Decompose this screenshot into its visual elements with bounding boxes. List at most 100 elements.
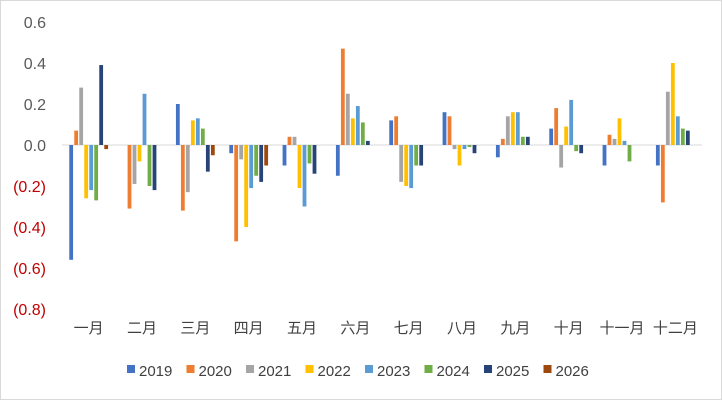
y-axis-labels: 0.6 0.4 0.2 0.0 (0.2) (0.4) (0.6) (0.8): [13, 15, 46, 319]
bar-2023-八月: [462, 145, 467, 150]
x-tick-label: 七月: [394, 320, 424, 337]
bar-2021-十二月: [665, 91, 670, 145]
bar-2020-二月: [127, 145, 132, 209]
x-tick-label: 五月: [287, 320, 317, 337]
bar-2019-十月: [549, 128, 554, 145]
bar-2022-三月: [190, 120, 195, 145]
legend-label-2025: 2025: [496, 363, 529, 380]
bar-2025-七月: [419, 145, 424, 166]
bar-2019-一月: [69, 145, 74, 260]
x-tick-label: 一月: [74, 320, 104, 337]
legend-label-2023: 2023: [377, 363, 410, 380]
bar-2024-九月: [520, 136, 525, 145]
legend-label-2026: 2026: [556, 363, 589, 380]
y-tick-label: 0.0: [24, 138, 46, 155]
bar-2023-五月: [302, 145, 307, 207]
bar-2025-九月: [525, 136, 530, 145]
legend-label-2024: 2024: [437, 363, 470, 380]
bar-2022-六月: [350, 118, 355, 145]
bar-2020-十一月: [607, 134, 612, 145]
x-tick-label: 十月: [554, 320, 584, 337]
bar-2021-五月: [292, 136, 297, 145]
bar-2019-十二月: [655, 145, 660, 166]
bar-2021-一月: [79, 87, 84, 145]
bar-2024-三月: [200, 128, 205, 145]
bar-2024-一月: [94, 145, 99, 201]
bar-2022-十月: [564, 126, 569, 145]
legend-swatch-2026: [543, 365, 552, 373]
bar-2026-四月: [264, 145, 269, 166]
bar-2021-八月: [452, 145, 457, 150]
bar-2021-三月: [185, 145, 190, 193]
y-tick-label: 0.6: [24, 15, 46, 32]
bar-2022-一月: [84, 145, 89, 199]
y-tick-label: (0.8): [13, 302, 46, 319]
bar-2024-五月: [307, 145, 312, 164]
x-tick-label: 六月: [340, 320, 370, 337]
bar-2025-三月: [205, 145, 210, 172]
bar-2025-二月: [152, 145, 157, 191]
bar-2022-二月: [137, 145, 142, 162]
legend-swatch-2024: [424, 365, 433, 373]
x-tick-label: 三月: [180, 320, 210, 337]
legend-swatch-2023: [365, 365, 373, 373]
bar-2020-九月: [500, 138, 505, 145]
y-tick-label: 0.2: [24, 97, 46, 114]
bar-2020-七月: [394, 116, 399, 145]
bar-2023-三月: [195, 118, 200, 145]
legend-swatch-2020: [186, 365, 195, 373]
x-tick-label: 九月: [500, 320, 530, 337]
bar-2022-十二月: [670, 63, 675, 145]
bar-2020-八月: [447, 116, 452, 145]
bar-2023-一月: [89, 145, 94, 191]
y-tick-label: 0.4: [24, 56, 46, 73]
bar-2023-四月: [249, 145, 254, 189]
bar-2021-六月: [345, 93, 350, 145]
bar-2024-十一月: [627, 145, 632, 162]
bar-2025-十月: [579, 145, 584, 154]
bar-2020-六月: [340, 48, 345, 145]
bar-2024-六月: [360, 122, 365, 145]
bar-2019-六月: [335, 145, 340, 176]
bar-2023-九月: [515, 112, 520, 145]
bar-2019-十一月: [602, 145, 607, 166]
bar-2026-三月: [210, 145, 215, 156]
legend-label-2021: 2021: [258, 363, 291, 380]
bar-2022-八月: [457, 145, 462, 166]
bar-2025-四月: [259, 145, 264, 182]
bar-2021-九月: [505, 116, 510, 145]
bar-2020-十二月: [660, 145, 665, 203]
x-tick-label: 二月: [127, 320, 157, 337]
y-tick-label: (0.2): [13, 179, 46, 196]
bar-2025-一月: [99, 65, 104, 145]
y-tick-label: (0.6): [13, 261, 46, 278]
bar-2019-四月: [229, 145, 234, 154]
x-tick-label: 十一月: [599, 320, 644, 337]
legend: 2019 2020 2021 2022 2023 2024 2025 2026: [127, 363, 589, 380]
bar-2021-二月: [132, 145, 137, 184]
bar-2023-十一月: [622, 140, 627, 145]
bar-2021-七月: [399, 145, 404, 182]
bar-2021-十一月: [612, 138, 617, 145]
legend-swatch-2022: [305, 365, 314, 373]
bar-2019-八月: [442, 112, 447, 145]
bar-2020-一月: [74, 130, 79, 145]
bar-2020-四月: [234, 145, 239, 242]
bar-2022-七月: [404, 145, 409, 186]
x-tick-label: 四月: [234, 320, 264, 337]
bar-2023-二月: [142, 93, 147, 145]
bar-2020-三月: [180, 145, 185, 211]
bar-2024-八月: [467, 145, 472, 148]
bar-2019-三月: [175, 104, 180, 145]
bar-2019-五月: [282, 145, 287, 166]
bar-2024-十二月: [680, 128, 685, 145]
x-axis-labels: 一月 二月 三月 四月 五月 六月 七月 八月 九月 十月 十一月 十二月: [74, 320, 698, 337]
bar-2026-一月: [104, 145, 109, 150]
y-tick-label: (0.4): [13, 220, 46, 237]
bar-2024-七月: [414, 145, 419, 166]
legend-label-2022: 2022: [318, 363, 351, 380]
legend-label-2020: 2020: [199, 363, 232, 380]
legend-swatch-2021: [246, 365, 254, 373]
bar-2025-八月: [472, 145, 477, 154]
